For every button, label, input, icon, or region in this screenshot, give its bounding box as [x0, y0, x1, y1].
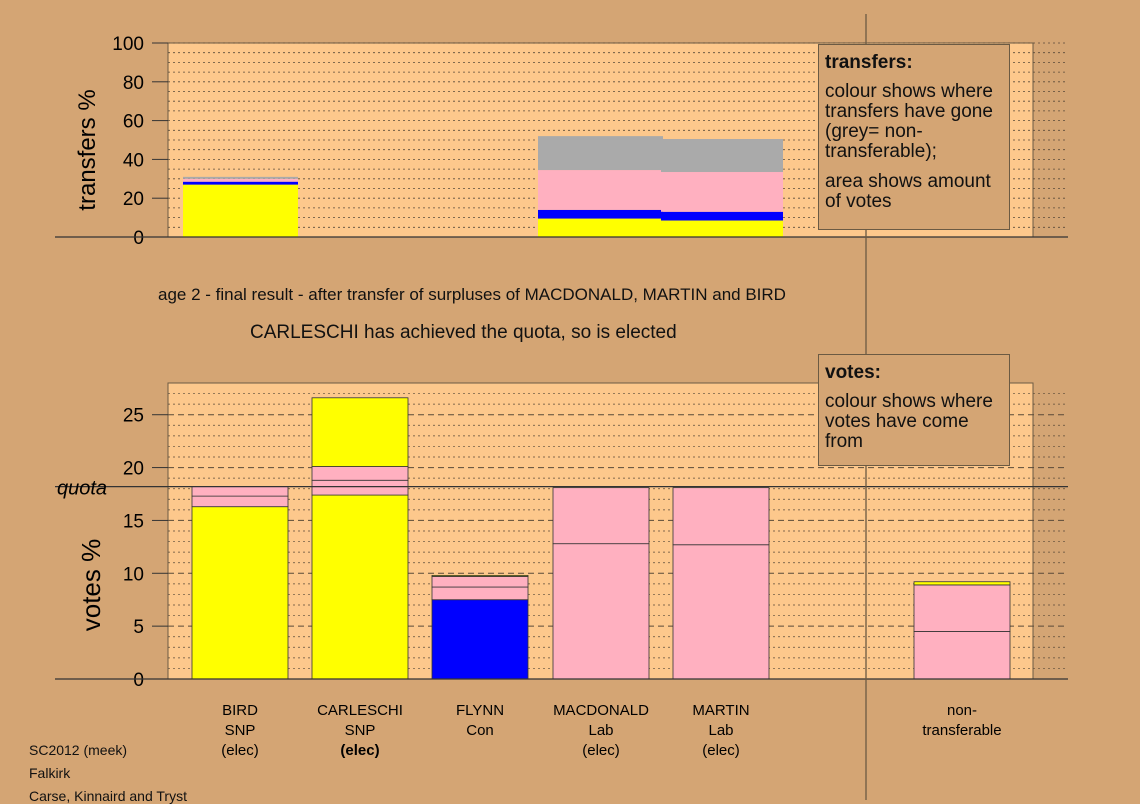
category-label: Lab — [708, 722, 733, 739]
top-bar-segment — [661, 172, 783, 212]
top-y-tick-label: 60 — [123, 112, 144, 133]
bottom-bar-segment — [311, 479, 409, 496]
bottom-bar-segment — [191, 486, 289, 497]
bottom-bar-segment — [672, 544, 770, 680]
footer-line-2: Falkirk — [29, 765, 71, 781]
category-label: Con — [466, 722, 494, 739]
top-bar-segment — [538, 209, 663, 219]
top-bar-segment — [538, 218, 663, 237]
bottom-bar-segment — [672, 487, 770, 546]
footer-line-3: Carse, Kinnaird and Tryst — [29, 788, 187, 804]
bottom-bar-segment — [191, 495, 289, 508]
votes-legend-title: votes: — [825, 362, 881, 383]
bottom-bar-segment — [311, 466, 409, 481]
top-bar-segment — [183, 181, 298, 185]
category-label: MARTIN — [692, 702, 749, 719]
bottom-bars — [191, 397, 1011, 680]
bottom-bar-segment — [311, 494, 409, 680]
bottom-y-axis-label: votes % — [76, 539, 106, 632]
top-bar-segment — [661, 139, 783, 173]
bottom-bar-segment — [431, 575, 529, 577]
result-caption: CARLESCHI has achieved the quota, so is … — [250, 322, 677, 343]
bottom-y-tick-label: 25 — [123, 406, 144, 427]
category-label: FLYNN — [456, 702, 504, 719]
top-y-tick-label: 20 — [123, 189, 144, 210]
transfers-legend-text-1: colour shows where transfers have gone (… — [825, 81, 993, 162]
votes-legend-text: colour shows where votes have come from — [825, 391, 993, 452]
top-bar-segment — [183, 176, 298, 179]
category-label: (elec) — [221, 742, 259, 759]
bottom-bar-segment — [431, 586, 529, 601]
top-y-axis-label: transfers % — [74, 89, 101, 210]
transfers-legend-text-2: area shows amount of votes — [825, 171, 991, 212]
bottom-bar-segment — [913, 631, 1011, 680]
top-bar-segment — [183, 178, 298, 182]
bottom-bar-segment — [552, 487, 650, 545]
top-bar-segment — [538, 170, 663, 210]
category-label: Lab — [588, 722, 613, 739]
bottom-y-axis: 0 5 10 15 20 25 — [55, 406, 1068, 691]
category-label: SNP — [345, 722, 376, 739]
category-label: CARLESCHI — [317, 702, 403, 719]
category-label: MACDONALD — [553, 702, 649, 719]
transfers-legend-title: transfers: — [825, 52, 913, 73]
top-y-tick-label: 0 — [133, 228, 144, 249]
bottom-bar-segment — [191, 506, 289, 680]
stage-caption: age 2 - final result - after transfer of… — [158, 285, 786, 304]
top-bars — [183, 136, 783, 237]
top-y-tick-label: 80 — [123, 73, 144, 94]
category-label: SNP — [225, 722, 256, 739]
top-bar-segment — [183, 184, 298, 237]
top-bar-segment — [661, 211, 783, 221]
quota-label: quota — [57, 478, 107, 500]
category-label: non- — [947, 702, 977, 719]
top-y-tick-label: 40 — [123, 150, 144, 171]
top-bar-segment — [661, 220, 783, 237]
bottom-y-tick-label: 0 — [133, 670, 144, 691]
bottom-y-tick-label: 5 — [133, 617, 144, 638]
bottom-y-tick-label: 20 — [123, 459, 144, 480]
votes-legend: votes: colour shows where votes have com… — [818, 354, 1010, 466]
bottom-bar-segment — [913, 584, 1011, 632]
footer-line-1: SC2012 (meek) — [29, 742, 128, 758]
bottom-y-tick-label: 10 — [123, 564, 144, 585]
transfers-legend: transfers: colour shows where transfers … — [818, 44, 1010, 230]
bottom-category-labels: BIRD SNP (elec) CARLESCHI SNP (elec) FLYNN Con M… — [221, 702, 1001, 759]
bottom-bar-segment — [431, 576, 529, 588]
bottom-bar-segment — [552, 543, 650, 680]
category-label: (elec) — [702, 742, 740, 759]
top-bar-segment — [538, 136, 663, 171]
bottom-bar-segment — [431, 599, 529, 680]
category-label: (elec) — [340, 742, 379, 759]
category-label: transferable — [922, 722, 1001, 739]
bottom-y-tick-label: 15 — [123, 511, 144, 532]
top-y-axis: 0 20 40 60 80 100 — [55, 34, 1068, 249]
category-label: (elec) — [582, 742, 620, 759]
bottom-bar-segment — [913, 581, 1011, 586]
category-label: BIRD — [222, 702, 258, 719]
bottom-bar-segment — [311, 397, 409, 467]
top-y-tick-label: 100 — [112, 34, 144, 55]
